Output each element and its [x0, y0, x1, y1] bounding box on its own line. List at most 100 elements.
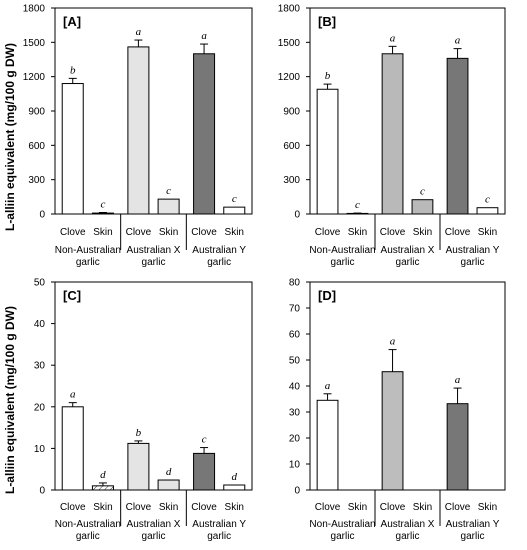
bar-non-australian-clove [61, 83, 84, 215]
plot-frame [54, 7, 253, 215]
x-category-label: Clove [445, 227, 471, 238]
bar-non-australian-skin [91, 485, 114, 491]
significance-letter: d [100, 469, 106, 481]
significance-letter: d [232, 471, 238, 483]
y-tick-label: 60 [289, 330, 301, 341]
bar-australian-x-clove [127, 442, 150, 491]
bar-australian-y-clove [193, 53, 216, 215]
y-tick-label: 50 [34, 278, 46, 289]
group-label-non-australian: Non-Australian garlic [55, 245, 121, 268]
y-tick-label: 300 [28, 175, 45, 186]
significance-letter: a [70, 389, 76, 401]
x-category-label: Clove [191, 227, 217, 238]
x-category-label: Skin [159, 227, 178, 238]
x-category-label: Skin [159, 502, 178, 513]
y-tick-label: 1200 [278, 72, 301, 83]
y-tick-label: 20 [289, 434, 301, 445]
x-category-label: Skin [413, 502, 432, 513]
x-category-label: Clove [445, 502, 471, 513]
x-category-label: Skin [348, 227, 367, 238]
y-tick-label: 70 [289, 304, 301, 315]
x-category-label: Skin [225, 227, 244, 238]
y-tick-label: 0 [39, 486, 45, 497]
bar-australian-y-clove [193, 452, 216, 491]
y-tick-label: 0 [294, 486, 300, 497]
bar-non-australian-clove [316, 399, 339, 491]
group-label-non-australian: Non-Australian garlic [309, 519, 375, 542]
bar-australian-x-clove [381, 53, 404, 215]
x-category-label: Skin [478, 227, 497, 238]
significance-letter: a [455, 374, 461, 386]
panel-label: [C] [63, 288, 81, 303]
x-category-label: Skin [93, 227, 112, 238]
plot-frame [309, 7, 506, 215]
x-category-label: Clove [60, 502, 86, 513]
bar-non-australian-clove [61, 406, 84, 491]
significance-letter: c [485, 194, 490, 206]
bar-australian-x-skin [157, 479, 180, 491]
significance-letter: c [166, 185, 171, 197]
plot-frame [309, 281, 506, 491]
chart-panel-b: 0 300 600 900 1200 1500 1800 [B] b Clove c Skin a Clo… [278, 4, 506, 268]
chart-panel-c: 0 10 20 30 40 50 [C] a Clove d Skin b Clove d Skin c Clo… [34, 278, 253, 542]
significance-letter: a [390, 336, 396, 348]
chart-panel-d: 0 10 20 30 40 50 60 70 80 [D] a Clove Skin a Clove Skin… [289, 278, 506, 542]
significance-letter: b [70, 64, 76, 76]
significance-letter: d [166, 466, 172, 478]
y-tick-label: 0 [294, 210, 300, 221]
plot-frame [54, 281, 253, 491]
y-tick-label: 1500 [23, 38, 46, 49]
significance-letter: a [455, 35, 461, 47]
bar-australian-y-skin [223, 484, 246, 491]
y-tick-label: 30 [34, 361, 46, 372]
bar-australian-y-clove [446, 403, 469, 491]
y-tick-label: 10 [289, 460, 301, 471]
bar-australian-x-clove [381, 371, 404, 491]
panel-label: [D] [318, 288, 336, 303]
y-tick-label: 80 [289, 278, 301, 289]
x-category-label: Clove [126, 502, 152, 513]
significance-letter: a [201, 30, 207, 42]
x-category-label: Clove [191, 502, 217, 513]
group-label-non-australian: Non-Australian garlic [55, 519, 121, 542]
y-tick-label: 600 [283, 141, 300, 152]
y-tick-label: 40 [34, 319, 46, 330]
y-axis-label-bottom: L-alliin equivalent (mg/100 g DW) [3, 306, 17, 494]
significance-letter: c [202, 434, 207, 446]
y-tick-label: 0 [39, 210, 45, 221]
y-tick-label: 900 [28, 107, 45, 118]
significance-letter: c [100, 199, 105, 211]
x-category-label: Skin [93, 502, 112, 513]
panel-label: [B] [318, 14, 336, 29]
y-tick-label: 600 [28, 141, 45, 152]
x-category-label: Clove [380, 227, 406, 238]
x-category-label: Clove [315, 227, 341, 238]
x-category-label: Clove [315, 502, 341, 513]
bar-australian-x-skin [157, 198, 180, 215]
bar-non-australian-clove [316, 88, 339, 215]
x-category-label: Clove [60, 227, 86, 238]
y-tick-label: 30 [289, 408, 301, 419]
x-category-label: Skin [225, 502, 244, 513]
y-tick-label: 50 [289, 356, 301, 367]
bar-non-australian-skin [91, 212, 114, 215]
significance-letter: b [136, 427, 142, 439]
y-tick-label: 1200 [23, 72, 46, 83]
bar-australian-y-skin [476, 207, 499, 215]
bar-australian-x-skin [411, 199, 434, 215]
significance-letter: a [136, 26, 142, 38]
y-axis-label-top: L-alliin equivalent (mg/100 g DW) [3, 43, 17, 231]
significance-letter: a [390, 32, 396, 44]
x-category-label: Skin [478, 502, 497, 513]
x-category-label: Skin [413, 227, 432, 238]
y-tick-label: 1500 [278, 38, 301, 49]
bar-australian-y-skin [223, 206, 246, 215]
